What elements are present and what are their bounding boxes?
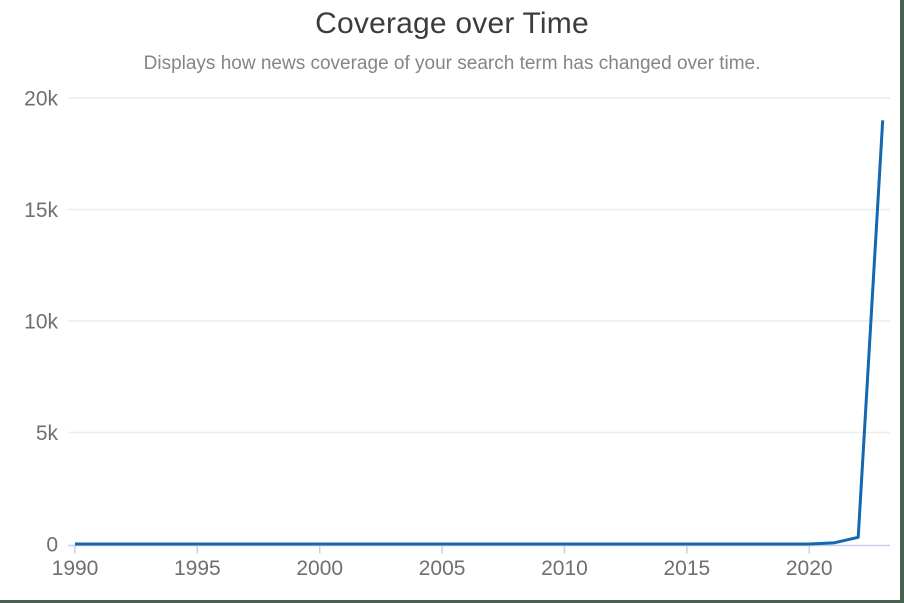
y-tick-label: 0 [46,533,58,556]
x-tick-label: 2010 [541,557,588,580]
card-border-right [900,0,904,603]
x-tick-label: 2005 [419,557,466,580]
y-tick-label: 5k [36,422,59,445]
x-tick-label: 2000 [296,557,343,580]
chart-subtitle: Displays how news coverage of your searc… [143,53,761,74]
x-tick-label: 2020 [786,557,833,580]
chart-title: Coverage over Time [315,7,589,40]
x-tick-label: 2015 [664,557,711,580]
x-tick-label: 1995 [174,557,221,580]
x-tick-label: 1990 [52,557,99,580]
card-border-bottom [0,600,904,603]
plot-area[interactable] [68,98,890,544]
y-tick-label: 15k [24,199,58,222]
y-tick-label: 20k [24,87,58,110]
y-tick-label: 10k [24,310,58,333]
coverage-series-line[interactable] [75,120,885,546]
